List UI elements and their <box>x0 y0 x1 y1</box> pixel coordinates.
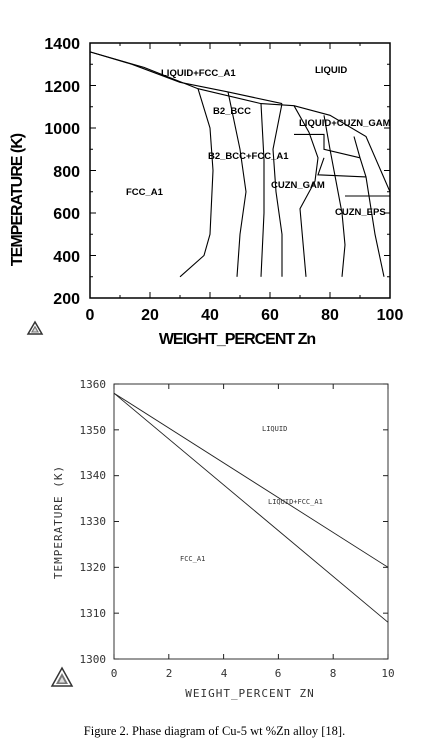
top-xtick-60: 60 <box>261 307 279 324</box>
top-region-cuzn-eps: CUZN_EPS <box>335 207 386 218</box>
bottom-axis-ticks <box>113 383 389 660</box>
bottom-logo-icon <box>50 666 74 687</box>
top-logo-icon <box>26 320 44 335</box>
top-ytick-600: 600 <box>53 206 80 223</box>
phase-boundary-line <box>179 88 214 278</box>
top-region-liquid-fcc: LIQUID+FCC_A1 <box>161 68 236 79</box>
bottom-ytick-1350: 1350 <box>80 424 107 437</box>
phase-boundary-line <box>227 91 247 277</box>
bottom-xtick-6: 6 <box>275 667 282 680</box>
top-region-b2-bcc-fcc: B2_BCC+FCC_A1 <box>208 151 289 162</box>
top-xtick-80: 80 <box>321 307 339 324</box>
top-region-liquid: LIQUID <box>315 65 347 76</box>
top-phase-boundaries <box>89 51 391 278</box>
bottom-xtick-8: 8 <box>330 667 337 680</box>
bottom-xtick-10: 10 <box>381 667 394 680</box>
figure-caption: Figure 2. Phase diagram of Cu-5 wt %Zn a… <box>83 724 346 738</box>
bottom-region-liquid-fcc: LIQUID+FCC_A1 <box>268 498 323 506</box>
bottom-region-liquid: LIQUID <box>262 425 287 433</box>
top-xtick-40: 40 <box>201 307 219 324</box>
phase-boundary-line <box>353 136 385 277</box>
bottom-xaxis-label: WEIGHT_PERCENT ZN <box>185 687 315 700</box>
phase-boundary-line <box>317 157 367 178</box>
phase-boundary-line <box>260 103 265 277</box>
top-yaxis-label: TEMPERATURE (K) <box>9 133 26 266</box>
phase-boundary-line <box>113 392 389 568</box>
top-ytick-1000: 1000 <box>44 121 80 138</box>
bottom-plot-frame <box>113 383 389 660</box>
bottom-ytick-1330: 1330 <box>80 515 107 528</box>
top-plot-frame <box>89 42 391 299</box>
top-xaxis-label: WEIGHT_PERCENT Zn <box>159 331 316 348</box>
bottom-ytick-1320: 1320 <box>80 561 107 574</box>
bottom-phase-diagram: 1360 1350 1340 1330 1320 1310 1300 0 2 4… <box>50 378 395 700</box>
bottom-ytick-1300: 1300 <box>80 653 107 666</box>
top-region-cuzn-gam: CUZN_GAM <box>271 180 325 191</box>
top-ytick-200: 200 <box>53 291 80 308</box>
top-region-fcc-a1: FCC_A1 <box>126 187 164 198</box>
top-xtick-100: 100 <box>377 307 404 324</box>
top-ytick-1400: 1400 <box>44 36 80 53</box>
bottom-xtick-2: 2 <box>166 667 173 680</box>
top-xtick-0: 0 <box>86 307 95 324</box>
phase-boundary-line <box>89 51 283 105</box>
bottom-phase-boundaries <box>113 392 389 623</box>
top-region-b2-bcc: B2_BCC <box>213 106 251 117</box>
phase-boundary-line <box>89 51 391 193</box>
top-ytick-1200: 1200 <box>44 79 80 96</box>
phase-boundary-line <box>113 392 389 623</box>
phase-boundary-line <box>272 103 283 277</box>
phase-boundary-line <box>323 115 346 277</box>
top-phase-diagram: 1400 1200 1000 800 600 400 200 0 20 40 6… <box>9 36 403 348</box>
bottom-xtick-0: 0 <box>111 667 118 680</box>
bottom-ytick-1360: 1360 <box>80 378 107 391</box>
top-ytick-800: 800 <box>53 164 80 181</box>
bottom-xtick-4: 4 <box>221 667 228 680</box>
top-axis-ticks <box>89 42 391 299</box>
bottom-ytick-1310: 1310 <box>80 607 107 620</box>
bottom-ytick-1340: 1340 <box>80 469 107 482</box>
bottom-yaxis-label: TEMPERATURE (K) <box>52 465 65 579</box>
top-ytick-400: 400 <box>53 249 80 266</box>
phase-boundary-line <box>293 105 319 277</box>
bottom-region-fcc-a1: FCC_A1 <box>180 555 205 563</box>
phase-boundary-line <box>294 133 361 159</box>
top-region-liquid-cuzn-gam: LIQUID+CUZN_GAM <box>299 118 391 129</box>
top-xtick-20: 20 <box>141 307 159 324</box>
